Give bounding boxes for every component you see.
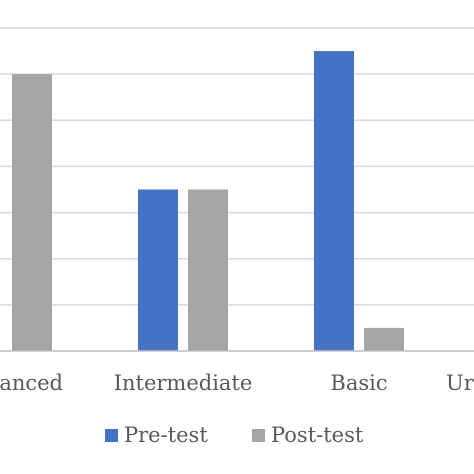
x-tick-label-intermediate: Intermediate <box>114 371 253 395</box>
legend-label-post-test: Post-test <box>271 423 364 447</box>
x-tick-label-unsatisfactory: Ur <box>446 371 474 395</box>
bar-post-test-advanced <box>12 74 52 352</box>
x-axis: anced Intermediate Basic Ur <box>0 350 474 395</box>
bars <box>12 51 404 352</box>
bar-pre-test-basic <box>314 51 354 351</box>
legend: Pre-test Post-test <box>105 423 364 447</box>
legend-label-pre-test: Pre-test <box>124 423 208 447</box>
bar-post-test-intermediate <box>188 189 228 351</box>
x-tick-label-basic: Basic <box>330 371 387 395</box>
x-tick-label-advanced: anced <box>0 371 63 395</box>
legend-swatch-post-test <box>252 429 265 442</box>
bar-pre-test-intermediate <box>138 189 178 351</box>
bar-post-test-basic <box>364 327 404 351</box>
legend-swatch-pre-test <box>105 429 118 442</box>
gridlines <box>0 27 474 306</box>
